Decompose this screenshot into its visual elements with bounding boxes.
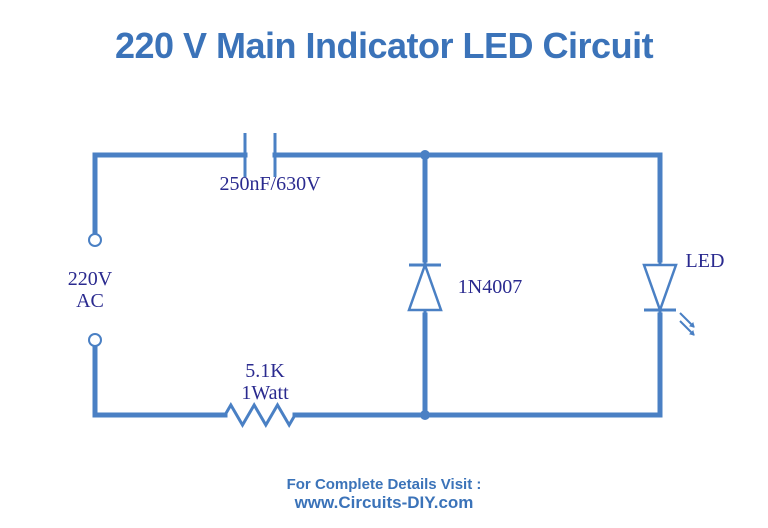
- capacitor-label: 250nF/630V: [190, 173, 350, 195]
- ac-source-label: 220VAC: [50, 268, 130, 312]
- led-label: LED: [675, 250, 735, 272]
- footer-url: www.Circuits-DIY.com: [0, 493, 768, 513]
- footer-prompt: For Complete Details Visit :: [0, 476, 768, 493]
- footer: For Complete Details Visit : www.Circuit…: [0, 476, 768, 513]
- diode-label: 1N4007: [445, 276, 535, 298]
- resistor-label: 5.1K1Watt: [205, 360, 325, 404]
